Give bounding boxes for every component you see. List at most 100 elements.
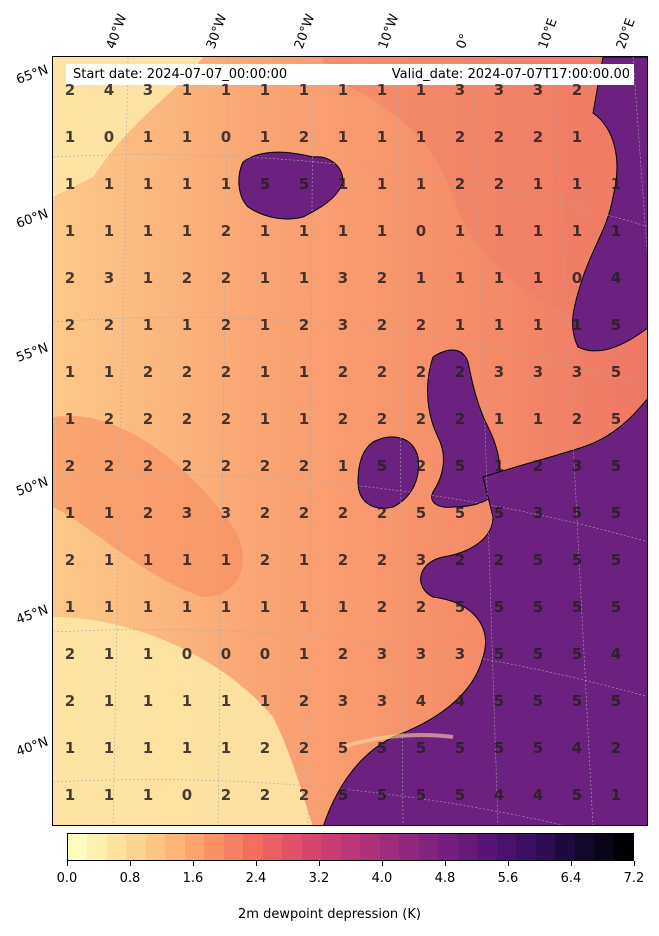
colorbar-segment xyxy=(418,834,439,860)
colorbar-segment xyxy=(555,834,575,860)
grid-value: 5 xyxy=(571,786,583,804)
grid-value: 2 xyxy=(493,551,505,569)
scandinavia-landmass xyxy=(572,57,647,352)
grid-value: 1 xyxy=(259,316,271,334)
grid-value: 1 xyxy=(298,269,310,287)
grid-value: 3 xyxy=(376,645,388,663)
grid-value: 5 xyxy=(532,645,544,663)
colorbar-segment xyxy=(204,834,224,860)
grid-value: 5 xyxy=(610,316,622,334)
grid-value: 1 xyxy=(181,222,193,240)
grid-value: 1 xyxy=(259,269,271,287)
grid-value: 1 xyxy=(103,739,115,757)
grid-value: 2 xyxy=(298,739,310,757)
longitude-label: 10°E xyxy=(535,16,561,51)
colorbar-segment xyxy=(87,834,107,860)
grid-value: 3 xyxy=(142,81,154,99)
grid-value: 3 xyxy=(103,269,115,287)
grid-value: 3 xyxy=(532,363,544,381)
grid-value: 1 xyxy=(298,363,310,381)
grid-value: 2 xyxy=(415,316,427,334)
grid-value: 1 xyxy=(298,222,310,240)
grid-value: 1 xyxy=(298,551,310,569)
grid-value: 1 xyxy=(103,786,115,804)
colorbar-tick-label: 1.6 xyxy=(182,871,204,886)
grid-value: 5 xyxy=(454,739,466,757)
grid-value: 0 xyxy=(220,128,232,146)
grid-value: 2 xyxy=(220,457,232,475)
colorbar-segment xyxy=(145,834,166,860)
grid-value: 5 xyxy=(610,363,622,381)
moist-area-north xyxy=(323,57,647,317)
colorbar-segment xyxy=(399,834,419,860)
grid-value: 2 xyxy=(64,645,76,663)
grid-value: 5 xyxy=(610,551,622,569)
grid-value: 2 xyxy=(220,363,232,381)
grid-value: 1 xyxy=(610,786,622,804)
grid-value: 4 xyxy=(610,269,622,287)
colorbar-segment xyxy=(106,834,127,860)
grid-value: 2 xyxy=(376,410,388,428)
grid-value: 0 xyxy=(103,128,115,146)
colorbar-segment xyxy=(68,834,88,860)
colorbar-tick xyxy=(319,861,320,866)
grid-value: 2 xyxy=(64,457,76,475)
grid-value: 1 xyxy=(142,598,154,616)
grid-value: 5 xyxy=(376,457,388,475)
great-britain-landmass xyxy=(427,349,501,508)
grid-value: 5 xyxy=(610,692,622,710)
grid-value: 1 xyxy=(64,739,76,757)
grid-value: 1 xyxy=(532,269,544,287)
latitude-label: 40°N xyxy=(14,734,51,760)
latitude-label: 55°N xyxy=(14,340,51,366)
colorbar-segment xyxy=(496,834,517,860)
grid-value: 5 xyxy=(532,739,544,757)
grid-value: 1 xyxy=(181,739,193,757)
latitude-label: 45°N xyxy=(14,602,51,628)
grid-value: 1 xyxy=(142,551,154,569)
grid-value: 2 xyxy=(454,410,466,428)
colorbar-tick-label: 0.0 xyxy=(56,871,78,886)
colorbar xyxy=(67,833,634,861)
grid-value: 1 xyxy=(415,81,427,99)
grid-value: 2 xyxy=(376,598,388,616)
grid-value: 1 xyxy=(142,786,154,804)
colorbar-tick-label: 7.2 xyxy=(623,871,645,886)
grid-value: 1 xyxy=(181,128,193,146)
grid-value: 1 xyxy=(103,504,115,522)
grid-value: 1 xyxy=(259,222,271,240)
grid-value: 2 xyxy=(298,457,310,475)
grid-value: 2 xyxy=(103,457,115,475)
colorbar-segment xyxy=(282,834,302,860)
grid-value: 5 xyxy=(415,504,427,522)
grid-value: 1 xyxy=(376,222,388,240)
grid-value: 2 xyxy=(337,410,349,428)
grid-value: 1 xyxy=(64,363,76,381)
grid-value: 1 xyxy=(610,175,622,193)
grid-value: 0 xyxy=(220,645,232,663)
grid-value: 1 xyxy=(298,410,310,428)
grid-value: 2 xyxy=(181,269,193,287)
grid-value: 1 xyxy=(454,269,466,287)
colorbar-segment xyxy=(223,834,244,860)
colorbar-segment xyxy=(457,834,478,860)
grid-value: 5 xyxy=(571,692,583,710)
grid-value: 4 xyxy=(610,645,622,663)
grid-value: 5 xyxy=(610,598,622,616)
start-date: Start date: 2024-07-07_00:00:00 xyxy=(73,67,288,82)
grid-value: 2 xyxy=(376,504,388,522)
grid-value: 1 xyxy=(298,645,310,663)
grid-value: 3 xyxy=(181,504,193,522)
grid-value: 5 xyxy=(532,692,544,710)
grid-value: 4 xyxy=(103,81,115,99)
grid-value: 5 xyxy=(532,551,544,569)
grid-value: 1 xyxy=(415,128,427,146)
grid-value: 2 xyxy=(64,269,76,287)
grid-value: 2 xyxy=(454,551,466,569)
grid-value: 3 xyxy=(337,316,349,334)
grid-value: 1 xyxy=(103,598,115,616)
grid-value: 2 xyxy=(64,81,76,99)
colorbar-tick-label: 5.6 xyxy=(497,871,519,886)
dewpoint-field-map xyxy=(53,57,647,825)
grid-value: 2 xyxy=(571,410,583,428)
